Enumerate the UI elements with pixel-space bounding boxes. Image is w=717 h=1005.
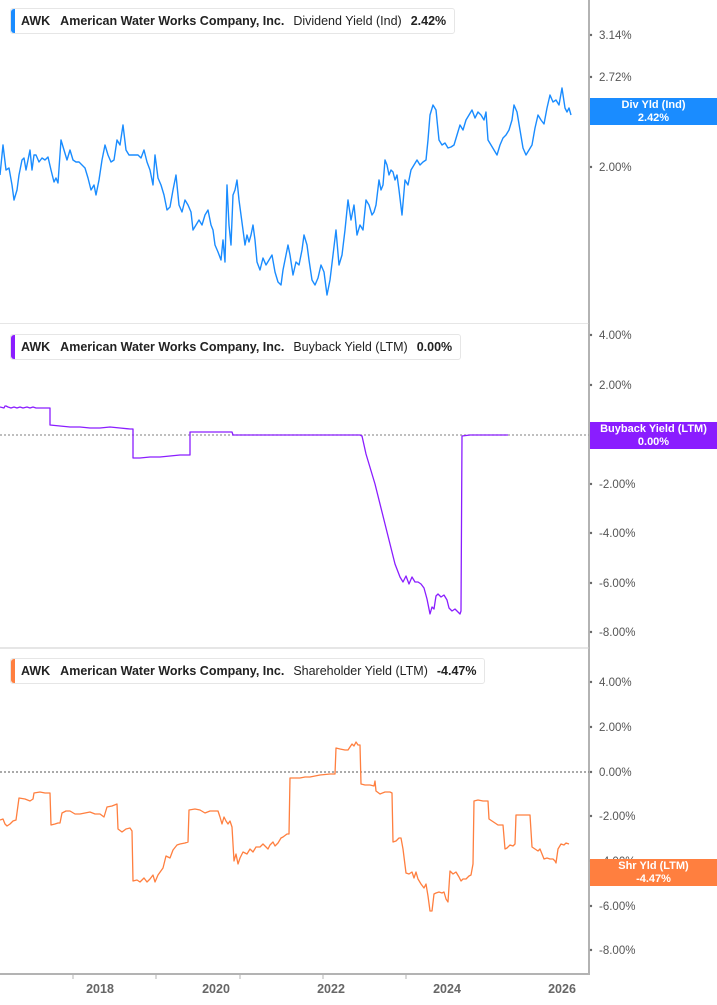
y-tick-label: -2.00% <box>599 811 635 823</box>
flag-label: Buyback Yield (LTM) <box>600 423 707 435</box>
x-axis-ticks: 2018 2020 2022 2024 2026 <box>72 974 576 996</box>
buyback-yield-panel: 4.00% 2.00% 0.00% -2.00% -4.00% -6.00% -… <box>0 324 717 649</box>
y-tick-label: -6.00% <box>599 578 635 590</box>
ticker-symbol: AWK <box>21 14 51 28</box>
flag-value: -4.47% <box>636 872 671 885</box>
shareholder-yield-panel: 4.00% 2.00% 0.00% -2.00% -4.00% -6.00% -… <box>0 649 717 1005</box>
buyback-yield-chart: 4.00% 2.00% 0.00% -2.00% -4.00% -6.00% -… <box>0 324 635 649</box>
y-tick-label: -2.00% <box>599 479 635 491</box>
ticker-symbol: AWK <box>21 340 51 354</box>
y-tick-label: 4.00% <box>599 677 632 689</box>
metric-value: 0.00% <box>416 340 453 354</box>
x-tick-label: 2020 <box>202 982 230 996</box>
shareholder-yield-legend: AWK American Water Works Company, Inc. S… <box>10 658 486 684</box>
x-tick-label: 2026 <box>548 982 576 996</box>
y-tick-label: -8.00% <box>599 945 635 957</box>
y-tick-label: 0.00% <box>599 767 632 779</box>
x-tick-label: 2022 <box>317 982 345 996</box>
y-tick-label: -6.00% <box>599 901 635 913</box>
y-tick-label: 2.00% <box>599 162 632 174</box>
current-value-flag: Div Yld (Ind) 2.42% <box>590 98 717 125</box>
flag-value: 0.00% <box>637 435 670 448</box>
shareholder-yield-line <box>0 741 570 912</box>
y-tick-label: -8.00% <box>599 627 635 639</box>
y-tick-label: 3.14% <box>599 30 632 42</box>
legend-color-bar <box>11 9 15 33</box>
dividend-yield-legend: AWK American Water Works Company, Inc. D… <box>10 8 456 34</box>
y-tick-label: 2.72% <box>599 72 632 84</box>
y-tick-label: -4.00% <box>599 528 635 540</box>
y-tick-label: 4.00% <box>599 330 632 342</box>
y-axis-ticks: 4.00% 2.00% 0.00% -2.00% -4.00% -6.00% -… <box>589 330 635 639</box>
metric-value: -4.47% <box>436 664 477 678</box>
y-tick-label: 2.00% <box>599 722 632 734</box>
company-name: American Water Works Company, Inc. <box>60 340 285 354</box>
metric-name: Buyback Yield (LTM) <box>293 340 408 354</box>
legend-color-bar <box>11 335 15 359</box>
legend-color-bar <box>11 659 15 683</box>
flag-label: Shr Yld (LTM) <box>618 860 689 872</box>
y-axis-ticks: 4.00% 2.00% 0.00% -2.00% -4.00% -6.00% -… <box>589 677 635 957</box>
x-tick-label: 2018 <box>86 982 114 996</box>
y-axis-ticks: 3.14% 2.72% 2.00% <box>589 30 632 174</box>
ticker-symbol: AWK <box>21 664 51 678</box>
current-value-flag: Buyback Yield (LTM) 0.00% <box>590 422 717 449</box>
company-name: American Water Works Company, Inc. <box>60 14 285 28</box>
dividend-yield-line <box>0 87 572 296</box>
company-name: American Water Works Company, Inc. <box>60 664 285 678</box>
shareholder-yield-chart: 4.00% 2.00% 0.00% -2.00% -4.00% -6.00% -… <box>0 649 635 996</box>
dividend-yield-panel: 3.14% 2.72% 2.00% AWK American Water Wor… <box>0 0 717 324</box>
metric-name: Dividend Yield (Ind) <box>293 14 402 28</box>
flag-value: 2.42% <box>637 111 670 124</box>
buyback-yield-line <box>0 405 508 615</box>
metric-value: 2.42% <box>410 14 447 28</box>
dividend-yield-chart: 3.14% 2.72% 2.00% <box>0 0 632 324</box>
flag-label: Div Yld (Ind) <box>621 99 686 111</box>
x-tick-label: 2024 <box>433 982 461 996</box>
y-tick-label: 2.00% <box>599 380 632 392</box>
current-value-flag: Shr Yld (LTM) -4.47% <box>590 859 717 886</box>
metric-name: Shareholder Yield (LTM) <box>293 664 428 678</box>
buyback-yield-legend: AWK American Water Works Company, Inc. B… <box>10 334 462 360</box>
